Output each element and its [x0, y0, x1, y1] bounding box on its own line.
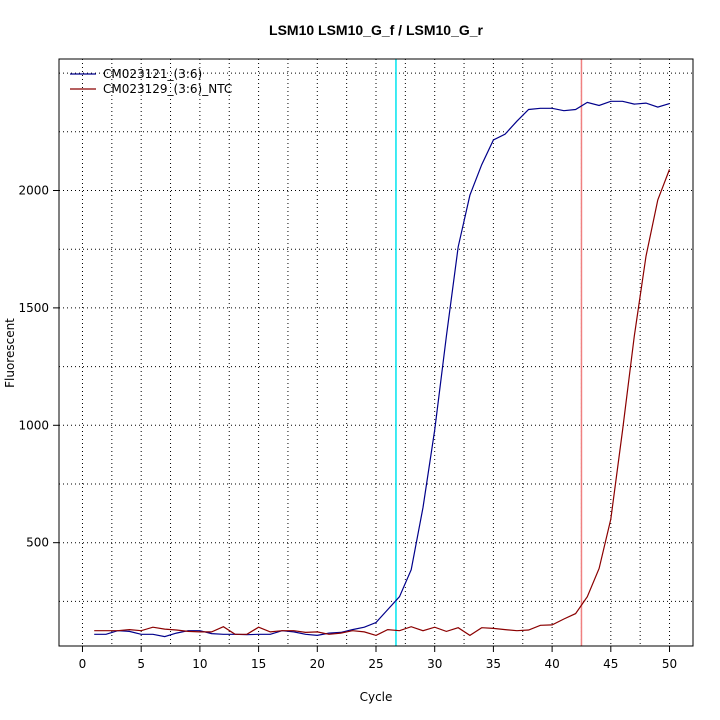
grid: [59, 59, 693, 646]
series-line-1: [94, 100, 670, 638]
series-lines: [94, 100, 671, 638]
x-tick-label: 10: [192, 657, 207, 671]
x-tick-label: 35: [486, 657, 501, 671]
x-tick-label: 25: [368, 657, 383, 671]
x-tick-label: 15: [251, 657, 266, 671]
y-tick-label: 500: [26, 536, 49, 550]
x-tick-label: 40: [544, 657, 559, 671]
y-tick-label: 1000: [18, 418, 49, 432]
y-tick-label: 2000: [18, 183, 49, 197]
threshold-lines: [395, 59, 583, 646]
x-tick-label: 50: [662, 657, 677, 671]
x-tick-label: 45: [603, 657, 618, 671]
axes: 0 5 10 15 20 25 30 35 40 45 50 500 1000 1500 2000: [18, 183, 677, 671]
y-axis-label: Fluorescent: [3, 318, 17, 388]
x-tick-label: 0: [79, 657, 87, 671]
x-axis-label: Cycle: [360, 690, 393, 704]
y-tick-label: 1500: [18, 301, 49, 315]
x-tick-label: 5: [137, 657, 145, 671]
x-tick-label: 30: [427, 657, 442, 671]
legend-label-1: CM023121_(3:6): [103, 67, 202, 81]
legend: CM023121_(3:6)CM023129_(3:6)_NTC: [70, 67, 232, 96]
x-tick-label: 20: [310, 657, 325, 671]
legend-label-2: CM023129_(3:6)_NTC: [103, 82, 232, 96]
chart-title: LSM10 LSM10_G_f / LSM10_G_r: [269, 22, 484, 38]
series-line-2: [94, 169, 671, 637]
